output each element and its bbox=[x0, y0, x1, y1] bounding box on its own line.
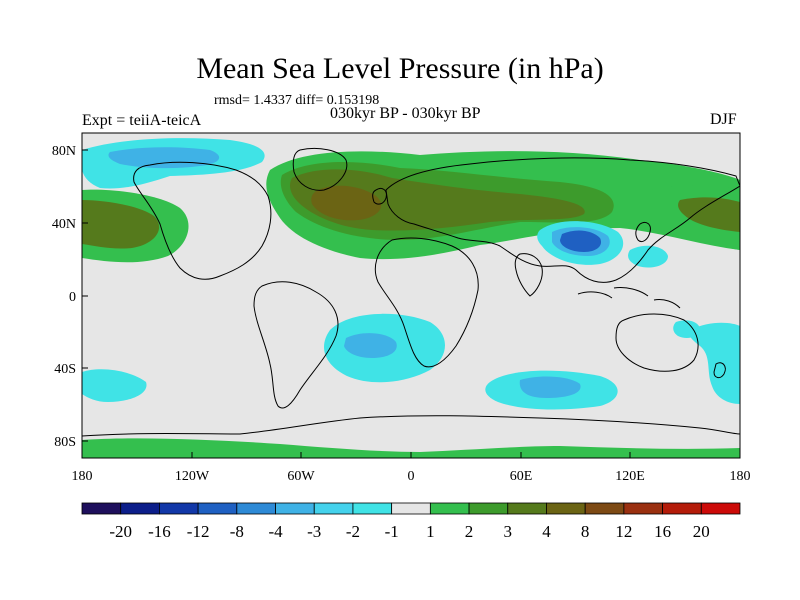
colorbar-swatch bbox=[623, 502, 663, 515]
colorbar-swatch bbox=[81, 502, 122, 515]
coast-north-america bbox=[133, 161, 272, 280]
experiment-label: Expt = teiiA-teicA bbox=[82, 112, 202, 129]
coast-india bbox=[514, 253, 543, 297]
xtick-label: 120W bbox=[175, 469, 210, 484]
xtick-label: 180 bbox=[730, 469, 751, 484]
colorbar-swatch bbox=[468, 502, 509, 515]
xtick-label: 60E bbox=[510, 469, 533, 484]
coast-africa bbox=[374, 237, 479, 368]
negative-anomaly-south-pacific-east bbox=[688, 322, 740, 404]
colorbar-swatch bbox=[352, 502, 393, 515]
colorbar-label: 20 bbox=[693, 522, 710, 541]
x-axis-labels: 180 120W 60W 0 60E 120E 180 bbox=[72, 469, 751, 484]
colorbar-swatch bbox=[507, 502, 547, 515]
xtick-label: 60W bbox=[287, 469, 315, 484]
colorbar-swatch bbox=[391, 502, 431, 515]
coast-maritime-islands bbox=[577, 287, 681, 309]
tick-marks bbox=[81, 149, 741, 458]
colorbar-label: -4 bbox=[268, 522, 283, 541]
negative-anomaly-east-pacific bbox=[673, 320, 700, 338]
colorbar-swatch bbox=[584, 502, 625, 515]
positive-anomaly-npacific-west-core bbox=[82, 200, 160, 249]
positive-anomaly-atlantic-peak bbox=[311, 185, 382, 221]
colorbar-swatch bbox=[662, 502, 702, 515]
colorbar-swatch bbox=[429, 502, 470, 515]
coast-british-isles bbox=[372, 187, 387, 205]
colorbar-swatch bbox=[159, 502, 199, 515]
negative-anomaly-south-pacific-west bbox=[82, 369, 147, 402]
ytick-label: 80N bbox=[52, 144, 76, 159]
colorbar-label: -16 bbox=[148, 522, 171, 541]
xtick-label: 180 bbox=[72, 469, 93, 484]
colorbar bbox=[81, 502, 741, 515]
negative-anomaly-west-pacific bbox=[628, 245, 668, 268]
colorbar-label: 12 bbox=[615, 522, 632, 541]
colorbar-label: -12 bbox=[187, 522, 210, 541]
ytick-label: 40N bbox=[52, 217, 76, 232]
negative-anomaly-tibet-core bbox=[560, 230, 602, 252]
colorbar-label: 3 bbox=[504, 522, 513, 541]
colorbar-labels: -20 -16 -12 -8 -4 -3 -2 -1 1 2 3 4 8 12 16 20 bbox=[109, 522, 709, 541]
colorbar-label: -3 bbox=[307, 522, 321, 541]
colorbar-swatch bbox=[546, 502, 586, 515]
season-label: DJF bbox=[710, 111, 737, 128]
coast-new-zealand bbox=[713, 362, 726, 379]
coast-japan bbox=[635, 221, 651, 243]
colorbar-swatch bbox=[313, 502, 354, 515]
colorbar-label: -20 bbox=[109, 522, 132, 541]
ytick-label: 40S bbox=[54, 362, 76, 377]
coastlines bbox=[82, 147, 740, 437]
colorbar-label: 8 bbox=[581, 522, 590, 541]
xtick-label: 0 bbox=[408, 469, 415, 484]
colorbar-label: -1 bbox=[385, 522, 399, 541]
negative-anomaly-south-indian-core bbox=[519, 376, 581, 398]
colorbar-swatch bbox=[275, 502, 315, 515]
coast-eurasia bbox=[385, 157, 740, 283]
colorbar-swatch bbox=[700, 502, 741, 515]
colorbar-label: 1 bbox=[426, 522, 435, 541]
coast-greenland bbox=[292, 147, 348, 191]
coast-australia bbox=[615, 313, 699, 372]
colorbar-label: -8 bbox=[230, 522, 244, 541]
colorbar-label: 2 bbox=[465, 522, 474, 541]
positive-anomaly-npacific-east-core bbox=[678, 197, 740, 232]
ytick-label: 0 bbox=[69, 290, 76, 305]
negative-anomaly-south-atlantic-core bbox=[344, 333, 397, 358]
colorbar-swatch bbox=[120, 502, 160, 515]
colorbar-swatch bbox=[197, 502, 238, 515]
colorbar-label: 4 bbox=[542, 522, 551, 541]
coast-antarctica bbox=[82, 415, 740, 437]
coast-south-america bbox=[253, 281, 339, 409]
colorbar-swatch bbox=[236, 502, 276, 515]
ytick-label: 80S bbox=[54, 435, 76, 450]
colorbar-label: -2 bbox=[346, 522, 360, 541]
map-plot-area bbox=[82, 133, 740, 458]
positive-anomaly-antarctic bbox=[82, 438, 740, 458]
colorbar-label: 16 bbox=[654, 522, 671, 541]
y-axis-labels: 80N 40N 0 40S 80S bbox=[52, 144, 76, 450]
period-label: 030kyr BP - 030kyr BP bbox=[330, 105, 481, 122]
xtick-label: 120E bbox=[615, 469, 645, 484]
map-title: Mean Sea Level Pressure (in hPa) bbox=[196, 52, 604, 85]
stats-subtitle: rmsd= 1.4337 diff= 0.153198 bbox=[214, 93, 380, 108]
